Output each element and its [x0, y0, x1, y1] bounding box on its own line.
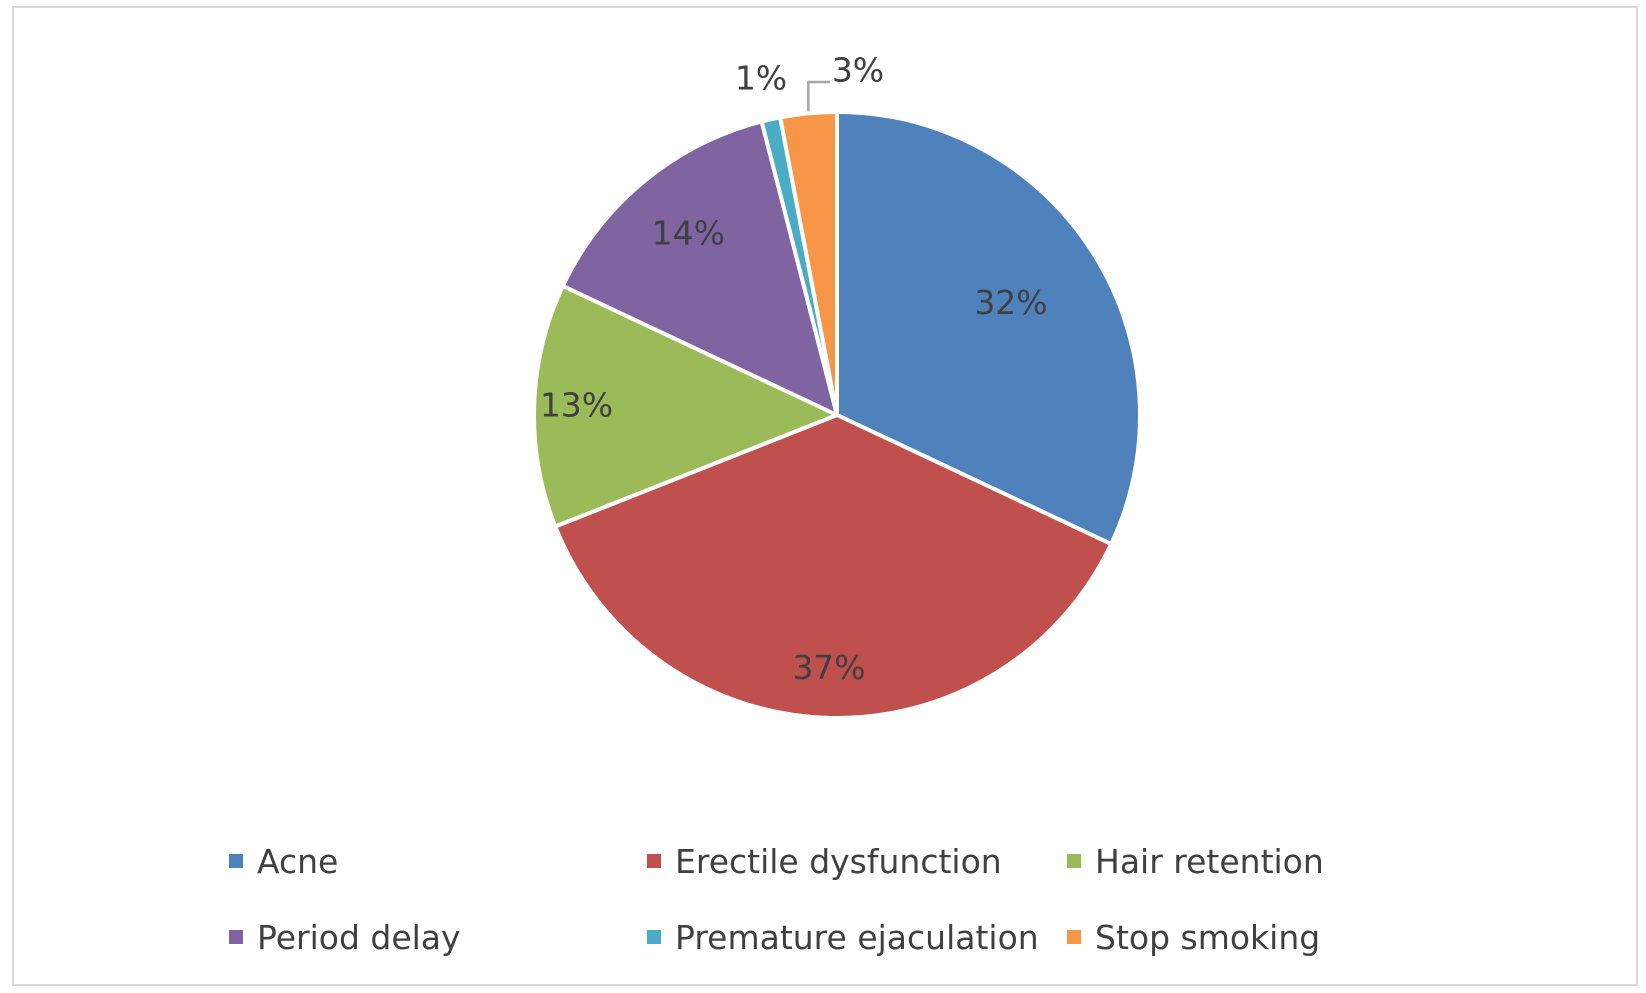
pie-slice-erectile-dysfunction [553, 413, 1114, 720]
legend-label-period-delay: Period delay [257, 917, 461, 957]
data-labels: 32% 37% 13% 14% 1% 3% [540, 51, 1048, 687]
legend-swatch-acne [229, 854, 243, 868]
pie-slice-stop-smoking [778, 110, 839, 417]
legend-swatch-premature-ejaculation [647, 930, 661, 944]
legend-item-period-delay: Period delay [229, 917, 461, 957]
legend-swatch-erectile-dysfunction [647, 854, 661, 868]
legend-label-acne: Acne [257, 841, 339, 881]
pie-slice-period-delay [560, 119, 839, 417]
legend-swatch-stop-smoking [1067, 930, 1081, 944]
legend-swatch-hair-retention [1067, 854, 1081, 868]
legend-swatch-period-delay [229, 930, 243, 944]
pie-slice-acne [835, 110, 1142, 547]
pie-slices [532, 110, 1142, 720]
legend-label-hair-retention: Hair retention [1095, 841, 1324, 881]
legend-item-hair-retention: Hair retention [1067, 841, 1324, 881]
legend-item-erectile-dysfunction: Erectile dysfunction [647, 841, 1002, 881]
data-label-stop-smoking: 3% [832, 51, 884, 90]
data-label-period-delay: 14% [652, 214, 725, 253]
legend-item-premature-ejaculation: Premature ejaculation [647, 917, 1039, 957]
legend-item-stop-smoking: Stop smoking [1067, 917, 1320, 957]
pie-slice-hair-retention [532, 283, 839, 529]
data-label-hair-retention: 13% [540, 385, 613, 424]
data-label-acne: 32% [974, 283, 1047, 322]
leader-lines [807, 80, 830, 112]
legend-label-premature-ejaculation: Premature ejaculation [675, 917, 1039, 957]
legend-label-erectile-dysfunction: Erectile dysfunction [675, 841, 1002, 881]
data-label-erectile-dysfunction: 37% [792, 648, 865, 687]
leader-line-stop-smoking [807, 80, 830, 112]
legend-item-acne: Acne [229, 841, 338, 881]
data-label-premature-ejaculation: 1% [735, 59, 787, 98]
legend-label-stop-smoking: Stop smoking [1095, 917, 1321, 957]
